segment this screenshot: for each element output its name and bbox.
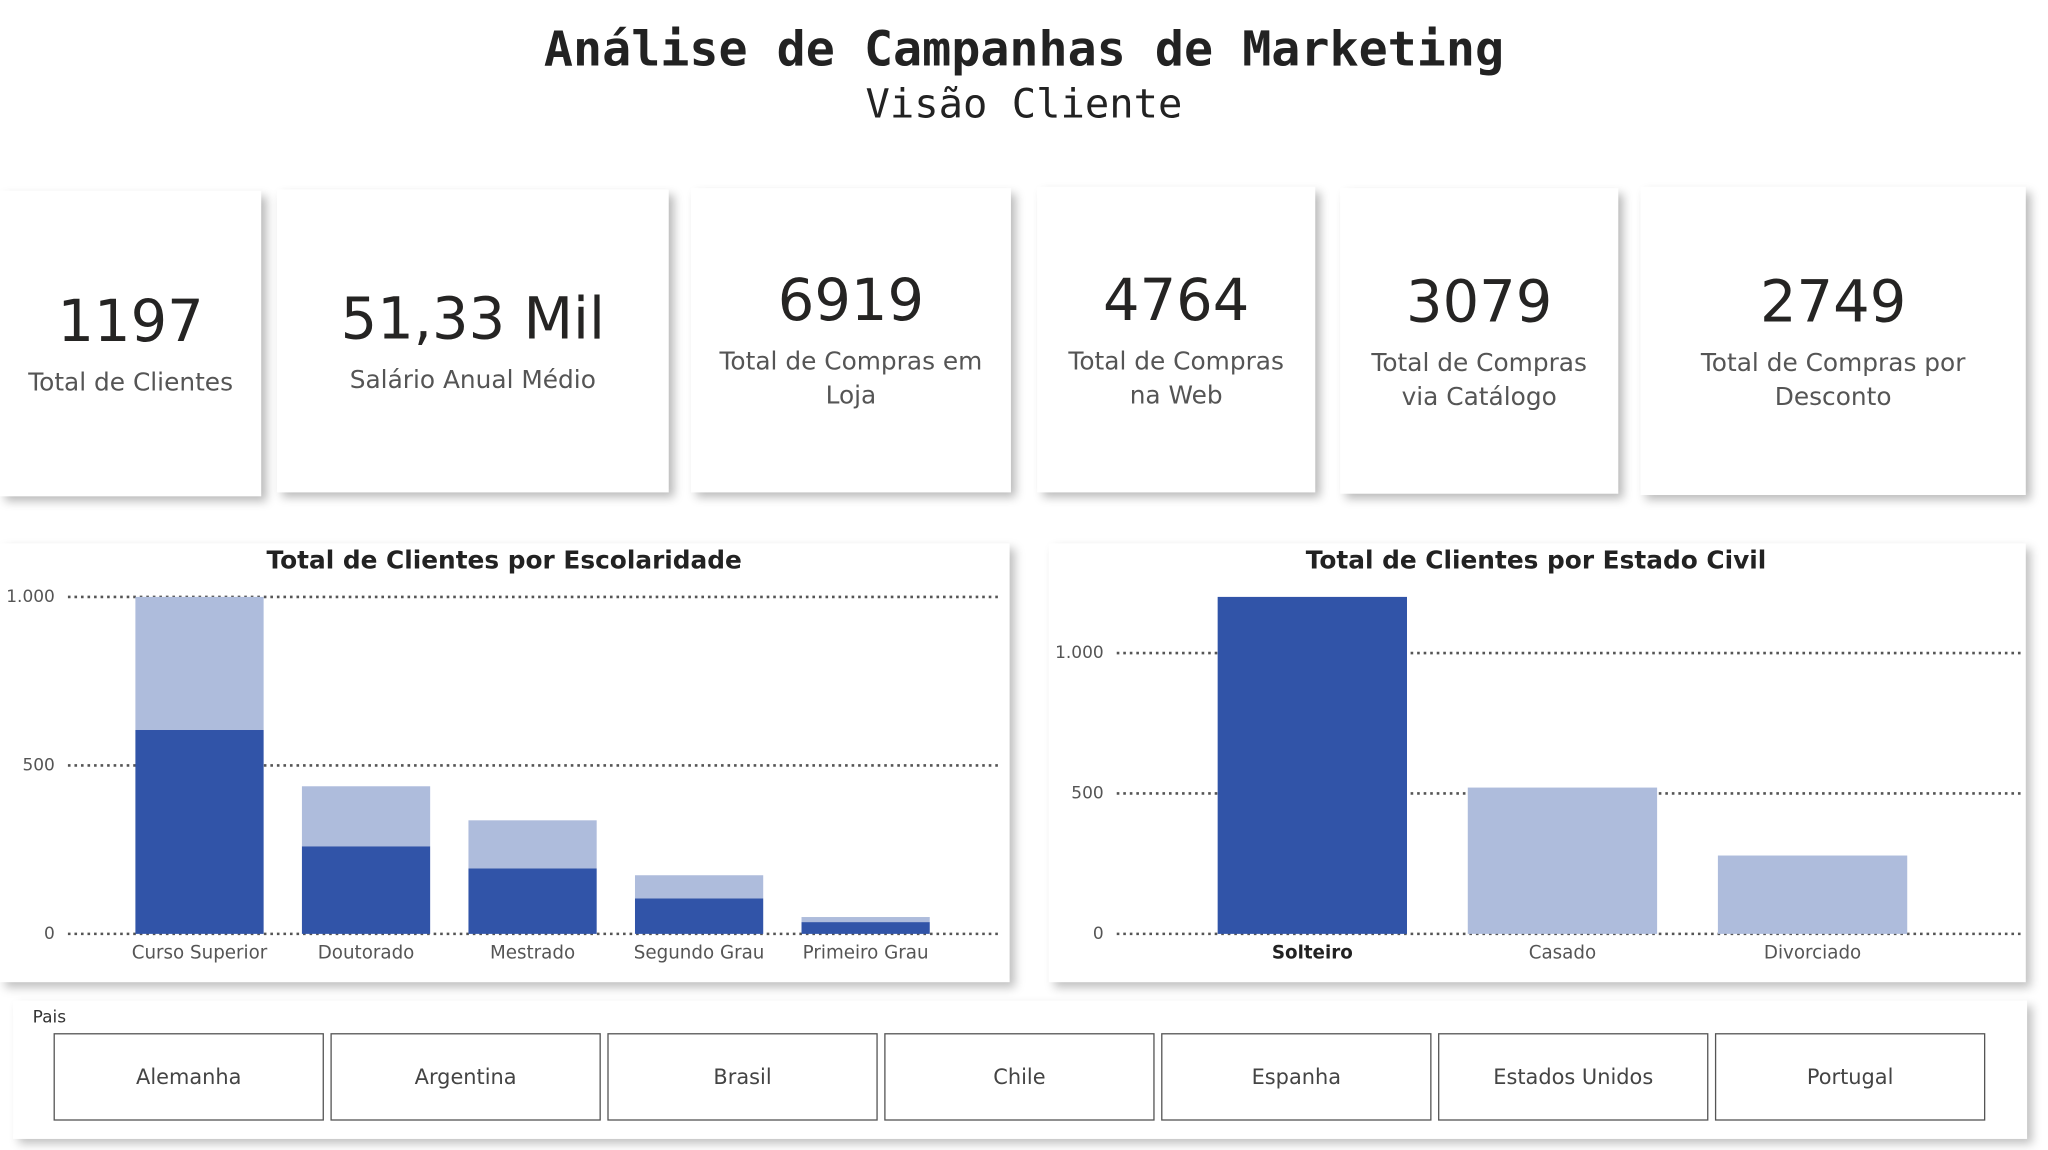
dashboard-subtitle: Visão Cliente (865, 80, 1183, 128)
bar-segment (634, 875, 764, 899)
kpi-label: Total de Compras na Web (1068, 346, 1284, 410)
kpi-label: Total de Clientes (28, 367, 233, 397)
slicer-option[interactable]: Argentina (330, 1033, 601, 1121)
chart: Total de Clientes por Estado Civil 0 500 1.… (1055, 546, 2022, 963)
bar (1717, 855, 1908, 934)
slicer-title: Pais (32, 1008, 67, 1028)
bar (1467, 787, 1658, 934)
kpi-card: 1197 Total de Clientes (0, 190, 262, 497)
y-tick-label: 1.000 (6, 587, 55, 607)
dashboard-title: Análise de Campanhas de Marketing (543, 20, 1505, 78)
y-tick-label: 1.000 (1055, 643, 1104, 663)
y-tick-label: 500 (22, 755, 54, 775)
kpi-value: 6919 (777, 267, 925, 335)
kpi-label: Total de Compras via Catálogo (1371, 348, 1587, 411)
x-tick-label: Divorciado (1764, 942, 1861, 963)
bar (1217, 596, 1407, 934)
x-tick-label: Solteiro (1272, 942, 1353, 963)
kpi-card: 3079 Total de Compras via Catálogo (1340, 188, 1619, 494)
bar-segment (468, 868, 597, 934)
slicer: Pais Alemanha Argentina Brasil Chile Espanha… (13, 1000, 2028, 1139)
chart-title: Total de Clientes por Escolaridade (266, 546, 741, 575)
bar-segment (634, 898, 764, 934)
kpi-card: 4764 Total de Compras na Web (1037, 186, 1316, 493)
kpi-label: Total de Compras por Desconto (1700, 348, 1966, 411)
x-tick-label: Primeiro Grau (803, 942, 929, 963)
kpi-label: Salário Anual Médio (349, 365, 596, 394)
bar-segment (801, 917, 930, 923)
kpi-card: 6919 Total de Compras em Loja (690, 188, 1011, 493)
bar-segment (301, 786, 431, 847)
kpi-value: 1197 (57, 287, 204, 355)
y-tick-label: 0 (1093, 924, 1104, 944)
kpi-value: 51,33 Mil (340, 285, 605, 352)
bar-segment (801, 922, 930, 934)
slicer-option[interactable]: Estados Unidos (1438, 1033, 1709, 1121)
kpi-value: 3079 (1406, 268, 1553, 336)
x-tick-label: Curso Superior (132, 942, 268, 963)
chart-title: Total de Clientes por Estado Civil (1306, 546, 1767, 575)
y-tick-label: 0 (44, 924, 55, 944)
kpi-card: 51,33 Mil Salário Anual Médio (276, 189, 669, 493)
slicer-option[interactable]: Brasil (607, 1033, 878, 1121)
x-tick-label: Segundo Grau (634, 942, 765, 963)
chart-panel: Total de Clientes por Estado Civil 0 500 1.… (1048, 543, 2026, 983)
kpi-card: 2749 Total de Compras por Desconto (1640, 186, 2026, 496)
slicer-option[interactable]: Chile (884, 1033, 1155, 1121)
kpi-label: Total de Compras em Loja (719, 347, 983, 411)
bar-segment (301, 846, 431, 934)
slicer-option[interactable]: Espanha (1161, 1033, 1432, 1121)
kpi-value: 2749 (1759, 268, 1907, 336)
chart-panel: Total de Clientes por Escolaridade 0 500 1.… (0, 543, 1010, 983)
bar-segment (135, 596, 264, 731)
bar-segment (468, 820, 597, 869)
kpi-value: 4764 (1103, 267, 1250, 334)
x-tick-label: Casado (1529, 942, 1596, 963)
bar-segment (135, 730, 264, 934)
slicer-option[interactable]: Alemanha (53, 1033, 324, 1121)
slicer-option[interactable]: Portugal (1714, 1033, 1986, 1121)
x-tick-label: Mestrado (490, 942, 575, 963)
x-tick-label: Doutorado (318, 942, 415, 963)
y-tick-label: 500 (1071, 783, 1103, 803)
chart: Total de Clientes por Escolaridade 0 500 1.… (6, 546, 1001, 963)
